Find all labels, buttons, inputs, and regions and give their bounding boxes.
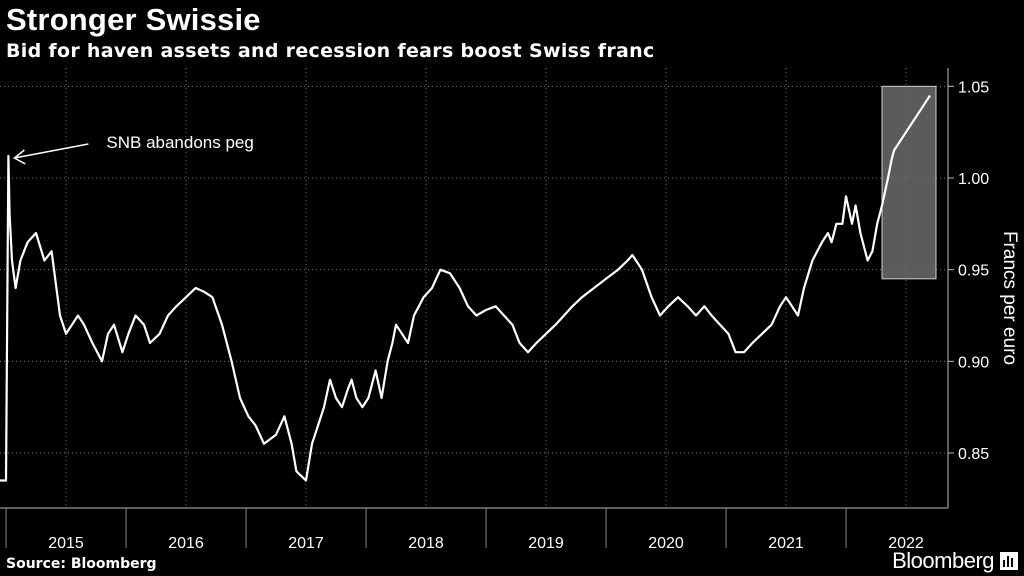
series-line-eurchf [0, 94, 931, 482]
chart-title: Stronger Swissie [6, 2, 261, 37]
y-tick-label-3: 1.00 [958, 171, 989, 188]
source-note: Source: Bloomberg [6, 556, 157, 572]
x-axis-ticks: 2015 2016 2017 2018 2019 2020 2021 2022 [48, 535, 924, 552]
x-tick-label-3: 2018 [408, 535, 444, 552]
axes [0, 68, 949, 548]
x-tick-label-4: 2019 [528, 535, 564, 552]
annotation-text: SNB abandons peg [106, 133, 253, 152]
x-tick-label-2: 2017 [288, 535, 324, 552]
x-tick-label-5: 2020 [648, 535, 684, 552]
annotation-arrowhead [13, 149, 26, 165]
x-tick-label-0: 2015 [48, 535, 84, 552]
y-tick-label-4: 1.05 [958, 79, 989, 96]
x-tick-label-1: 2016 [168, 535, 204, 552]
x-tick-label-7: 2022 [888, 535, 924, 552]
y-tick-label-0: 0.85 [958, 446, 989, 463]
y-tick-label-1: 0.90 [958, 354, 989, 371]
annotation-arrow [14, 143, 89, 159]
chart-subtitle: Bid for haven assets and recession fears… [6, 40, 655, 62]
grid-lines [0, 68, 948, 508]
x-tick-label-6: 2021 [768, 535, 804, 552]
bloomberg-logo-icon [1000, 552, 1018, 570]
highlight-box [881, 85, 937, 280]
y-tick-label-2: 0.95 [958, 263, 989, 280]
y-axis-ticks: 0.85 0.90 0.95 1.00 1.05 [948, 79, 989, 463]
brand-logo-text: Bloomberg [892, 548, 994, 573]
y-axis-label: Francs per euro [999, 231, 1020, 365]
